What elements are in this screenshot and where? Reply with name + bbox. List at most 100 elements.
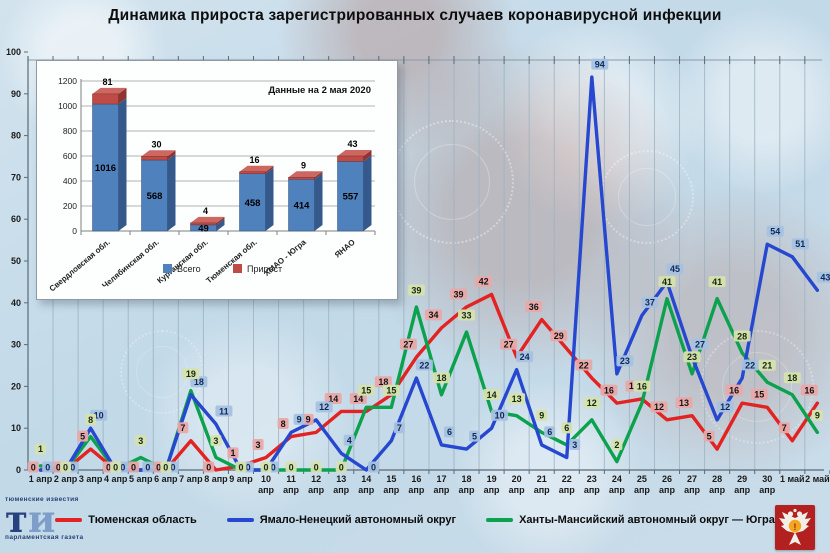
svg-text:Прирост: Прирост	[247, 264, 282, 274]
blue-line-swatch	[226, 518, 254, 522]
svg-text:1: 1	[38, 444, 43, 454]
svg-text:12: 12	[654, 402, 664, 412]
svg-text:33: 33	[462, 310, 472, 320]
svg-text:18: 18	[378, 377, 388, 387]
double-eagle-icon: !	[779, 508, 811, 545]
svg-text:3: 3	[138, 436, 143, 446]
svg-text:5: 5	[80, 431, 85, 441]
svg-text:2: 2	[614, 440, 619, 450]
legend-label: Ямало-Ненецкий автономный округ	[259, 514, 457, 526]
svg-text:0: 0	[271, 462, 276, 472]
svg-text:11: 11	[219, 406, 229, 416]
logo-top-text: тюменские известия	[5, 496, 79, 503]
svg-text:0: 0	[131, 462, 136, 472]
svg-text:5: 5	[472, 431, 477, 441]
svg-text:16: 16	[604, 385, 614, 395]
svg-text:13: 13	[679, 398, 689, 408]
svg-text:6: 6	[547, 427, 552, 437]
svg-text:0: 0	[246, 462, 251, 472]
svg-text:30: 30	[151, 139, 161, 149]
svg-text:23: 23	[620, 356, 630, 366]
svg-text:9: 9	[301, 160, 306, 170]
inset-bar-chart-panel: 0 200 400 600 800 1000 1200 Данные на 2 мая 202…	[36, 60, 398, 300]
svg-text:54: 54	[770, 227, 780, 237]
point-labels: 0050007013891414182734394227362922161712…	[27, 58, 830, 473]
svg-text:81: 81	[102, 77, 112, 87]
svg-text:0: 0	[56, 462, 61, 472]
svg-text:0: 0	[264, 462, 269, 472]
svg-text:27: 27	[695, 339, 705, 349]
svg-text:18: 18	[436, 373, 446, 383]
svg-text:7: 7	[180, 423, 185, 433]
svg-text:7 апр: 7 апр	[179, 474, 203, 484]
svg-text:9: 9	[297, 415, 302, 425]
svg-text:0: 0	[63, 462, 68, 472]
svg-text:18: 18	[194, 377, 204, 387]
svg-text:14: 14	[328, 394, 338, 404]
svg-text:9: 9	[306, 415, 311, 425]
svg-text:0: 0	[45, 462, 50, 472]
svg-text:0: 0	[31, 462, 36, 472]
legend-item-tyumen: Тюменская область	[55, 514, 197, 526]
svg-text:3: 3	[256, 440, 261, 450]
svg-text:14: 14	[487, 390, 497, 400]
svg-text:41: 41	[662, 277, 672, 287]
svg-text:8 апр: 8 апр	[204, 474, 228, 484]
red-line-swatch	[55, 518, 83, 522]
svg-text:29: 29	[554, 331, 564, 341]
svg-text:9 апр: 9 апр	[229, 474, 253, 484]
svg-text:3: 3	[213, 436, 218, 446]
svg-text:1016: 1016	[95, 163, 116, 174]
svg-text:0: 0	[170, 462, 175, 472]
svg-text:22: 22	[419, 360, 429, 370]
svg-text:16: 16	[637, 381, 647, 391]
svg-text:0: 0	[120, 462, 125, 472]
svg-text:Всего: Всего	[177, 264, 201, 274]
svg-text:39: 39	[411, 285, 421, 295]
svg-text:36: 36	[529, 302, 539, 312]
inset-bar-chart: 0 200 400 600 800 1000 1200 Данные на 2 мая 202…	[37, 61, 395, 297]
svg-text:6: 6	[447, 427, 452, 437]
svg-text:7: 7	[782, 423, 787, 433]
legend-item-hmao: Ханты-Мансийский автономный округ — Югра	[486, 514, 775, 526]
svg-text:200: 200	[63, 201, 77, 211]
svg-text:39: 39	[454, 289, 464, 299]
svg-text:0: 0	[106, 462, 111, 472]
svg-text:4: 4	[203, 206, 208, 216]
svg-text:13: 13	[512, 394, 522, 404]
svg-text:27: 27	[403, 339, 413, 349]
series-line-1	[38, 75, 820, 472]
svg-text:557: 557	[343, 192, 359, 203]
svg-text:43: 43	[347, 139, 357, 149]
svg-text:0: 0	[163, 462, 168, 472]
svg-text:0: 0	[113, 462, 118, 472]
rospotrebnadzor-emblem: !	[775, 505, 815, 550]
svg-text:41: 41	[712, 277, 722, 287]
svg-text:22: 22	[745, 360, 755, 370]
svg-text:0: 0	[72, 226, 77, 236]
svg-text:9: 9	[815, 411, 820, 421]
svg-text:9: 9	[539, 411, 544, 421]
svg-text:28: 28	[737, 331, 747, 341]
legend-label: Тюменская область	[88, 514, 197, 526]
svg-text:16: 16	[249, 155, 259, 165]
svg-text:16: 16	[729, 385, 739, 395]
svg-text:16: 16	[804, 385, 814, 395]
legend-item-yanao: Ямало-Ненецкий автономный округ	[226, 514, 457, 526]
svg-text:37: 37	[645, 298, 655, 308]
svg-text:70: 70	[11, 172, 21, 182]
svg-text:5: 5	[707, 431, 712, 441]
